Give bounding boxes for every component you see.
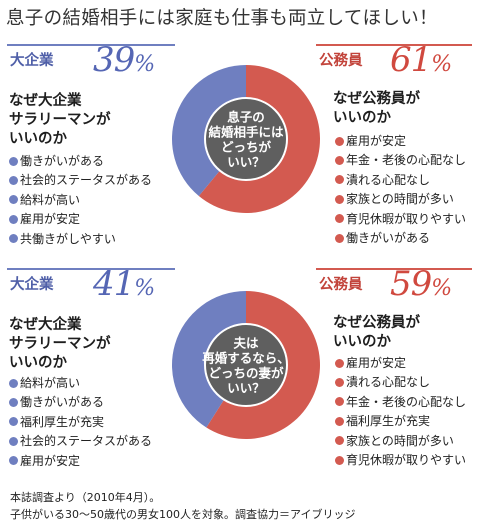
chart-panel-1: 大企業 39% 公務員 61% なぜ大企業 サラリーマンが いいのか 働きがいが… [0,40,479,284]
civil-servant-header: 公務員 59% [316,264,472,304]
left-reasons-list: 働きがいがある 社会的ステータスがある 給料が高い 雇用が安定 共働きがしやすい [9,152,152,249]
reason-item: 福利厚生が充実 [9,413,152,432]
civil-servant-label: 公務員 [319,53,363,69]
large-company-percent: 41% [93,264,155,304]
reason-item: 働きがいがある [9,152,152,171]
reason-item: 潰れる心配なし [335,171,466,190]
donut-center-label: 結婚相手には [208,125,284,140]
donut-center-label: いい？ [227,155,265,170]
reason-item: 給料が高い [9,191,152,210]
reason-item: 雇用が安定 [9,452,152,471]
reason-item: 働きがいがある [335,229,466,248]
large-company-header: 大企業 39% [7,40,175,80]
right-reasons-list: 雇用が安定 潰れる心配なし 年金・老後の心配なし 福利厚生が充実 家族との時間が… [335,354,466,470]
page-title: 息子の結婚相手には家庭も仕事も両立してほしい！ [6,8,438,29]
donut-center-label: 再婚するなら、 [202,351,290,366]
left-reasons-list: 給料が高い 働きがいがある 福利厚生が充実 社会的ステータスがある 雇用が安定 [9,374,152,471]
footnote-line-1: 本誌調査より（2010年4月）。 [10,491,161,504]
reason-item: 福利厚生が充実 [335,412,466,431]
reason-item: 社会的ステータスがある [9,171,152,190]
right-question: なぜ公務員が いいのか [333,91,420,126]
donut-center [204,323,288,407]
reason-item: 家族との時間が多い [335,432,466,451]
large-company-label: 大企業 [10,53,54,69]
donut-center-label: どっちの妻が [208,366,284,381]
reason-item: 雇用が安定 [335,354,466,373]
footnote-line-2: 子供がいる30〜50歳代の男女100人を対象。調査協力＝アイブリッジ [10,508,356,521]
donut-center [204,97,288,181]
donut-center-label: 息子の [227,110,265,125]
large-company-header: 大企業 41% [7,264,175,304]
civil-servant-percent: 61% [390,40,452,80]
left-question: なぜ大企業 サラリーマンが いいのか [9,93,111,147]
civil-servant-percent: 59% [390,264,452,304]
right-question: なぜ公務員が いいのか [333,315,420,350]
donut-center-label: 夫は [233,336,259,351]
reason-item: 潰れる心配なし [335,373,466,392]
donut-center-label: いい？ [227,381,265,396]
large-company-label: 大企業 [10,277,54,293]
reason-item: 年金・老後の心配なし [335,151,466,170]
reason-item: 雇用が安定 [335,132,466,151]
donut-center-label: どっちが [221,140,272,155]
reason-item: 給料が高い [9,374,152,393]
large-company-percent: 39% [93,40,155,80]
reason-item: 家族との時間が多い [335,190,466,209]
reason-item: 社会的ステータスがある [9,432,152,451]
civil-servant-label: 公務員 [319,277,363,293]
chart-panel-2: 大企業 41% 公務員 59% なぜ大企業 サラリーマンが いいのか 給料が高い… [0,264,479,508]
reason-item: 育児休暇が取りやすい [335,210,466,229]
right-reasons-list: 雇用が安定 年金・老後の心配なし 潰れる心配なし 家族との時間が多い 育児休暇が… [335,132,466,248]
reason-item: 育児休暇が取りやすい [335,451,466,470]
left-question: なぜ大企業 サラリーマンが いいのか [9,317,111,371]
reason-item: 年金・老後の心配なし [335,393,466,412]
reason-item: 働きがいがある [9,393,152,412]
civil-servant-header: 公務員 61% [316,40,472,80]
reason-item: 雇用が安定 [9,210,152,229]
reason-item: 共働きがしやすい [9,230,152,249]
